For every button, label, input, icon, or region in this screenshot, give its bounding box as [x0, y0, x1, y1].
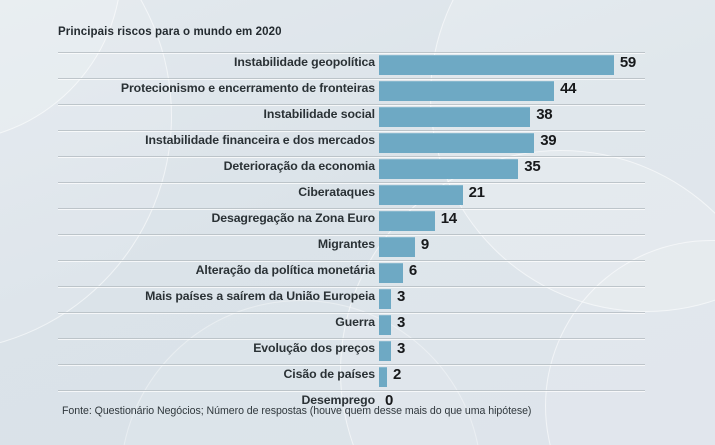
category-label: Migrantes [317, 237, 375, 251]
source-note: Fonte: Questionário Negócios; Número de … [62, 405, 532, 417]
category-label: Mais países a saírem da União Europeia [145, 289, 375, 303]
category-label: Deterioração da economia [223, 159, 375, 173]
category-label: Alteração da política monetária [195, 263, 375, 277]
gridline [58, 286, 645, 287]
bar-value-label: 59 [619, 54, 636, 71]
bar-value-label: 44 [560, 80, 577, 97]
bar [379, 159, 519, 179]
gridline [58, 130, 645, 131]
bar-value-label: 35 [524, 158, 541, 175]
bar [379, 263, 403, 283]
category-label: Cisão de países [283, 367, 376, 381]
chart-row: Instabilidade geopolítica 59 [0, 52, 715, 78]
bar [379, 133, 535, 153]
bar [379, 289, 391, 309]
chart-row: Evolução dos preços 3 [0, 338, 715, 364]
gridline [58, 338, 645, 339]
bar-value-label: 14 [440, 210, 457, 227]
chart-row: Desagregação na Zona Euro 14 [0, 208, 715, 234]
bar-value-label: 3 [396, 314, 405, 331]
bar [379, 315, 391, 335]
bar-value-label: 3 [396, 340, 405, 357]
bar-value-label: 0 [385, 392, 394, 409]
category-label: Instabilidade geopolítica [234, 55, 375, 69]
chart-row: Mais países a saírem da União Europeia 3 [0, 286, 715, 312]
gridline [58, 104, 645, 105]
chart-row: Desemprego 0 [0, 390, 715, 416]
category-label: Ciberataques [298, 185, 375, 199]
category-label: Protecionismo e encerramento de fronteir… [120, 81, 375, 95]
gridline [58, 78, 645, 79]
gridline [58, 156, 645, 157]
gridline [58, 390, 645, 391]
bar [379, 237, 415, 257]
bar-value-label: 21 [468, 184, 485, 201]
bar [379, 81, 555, 101]
bar-value-label: 9 [420, 236, 429, 253]
category-label: Desemprego [301, 393, 376, 407]
bar [379, 211, 435, 231]
bar [379, 341, 391, 361]
chart-row: Protecionismo e encerramento de fronteir… [0, 78, 715, 104]
gridline [58, 312, 645, 313]
bar [379, 185, 463, 205]
chart-row: Ciberataques 21 [0, 182, 715, 208]
category-label: Guerra [335, 315, 375, 329]
bar-value-label: 6 [408, 262, 417, 279]
category-label: Instabilidade financeira e dos mercados [145, 133, 375, 147]
gridline [58, 182, 645, 183]
chart-row: Migrantes 9 [0, 234, 715, 260]
bar-value-label: 39 [540, 132, 557, 149]
bar-value-label: 38 [536, 106, 553, 123]
bar-value-label: 3 [396, 288, 405, 305]
bar [379, 367, 387, 387]
bar [379, 107, 531, 127]
chart-row: Deterioração da economia 35 [0, 156, 715, 182]
page-title: Principais riscos para o mundo em 2020 [58, 26, 282, 38]
category-label: Desagregação na Zona Euro [211, 211, 375, 225]
bar-value-label: 2 [392, 366, 401, 383]
chart-row: Alteração da política monetária 6 [0, 260, 715, 286]
chart-row: Instabilidade social 38 [0, 104, 715, 130]
bar [379, 55, 614, 75]
chart-row: Cisão de países 2 [0, 364, 715, 390]
gridline [58, 208, 645, 209]
chart-row: Guerra 3 [0, 312, 715, 338]
bar-chart-plot-area: Instabilidade geopolítica 59 Protecionismo… [0, 52, 715, 416]
gridline [58, 364, 645, 365]
chart-row: Instabilidade financeira e dos mercados 3… [0, 130, 715, 156]
gridline [58, 234, 645, 235]
category-label: Evolução dos preços [253, 341, 375, 355]
gridline [58, 260, 645, 261]
gridline [58, 52, 645, 53]
category-label: Instabilidade social [263, 107, 376, 121]
